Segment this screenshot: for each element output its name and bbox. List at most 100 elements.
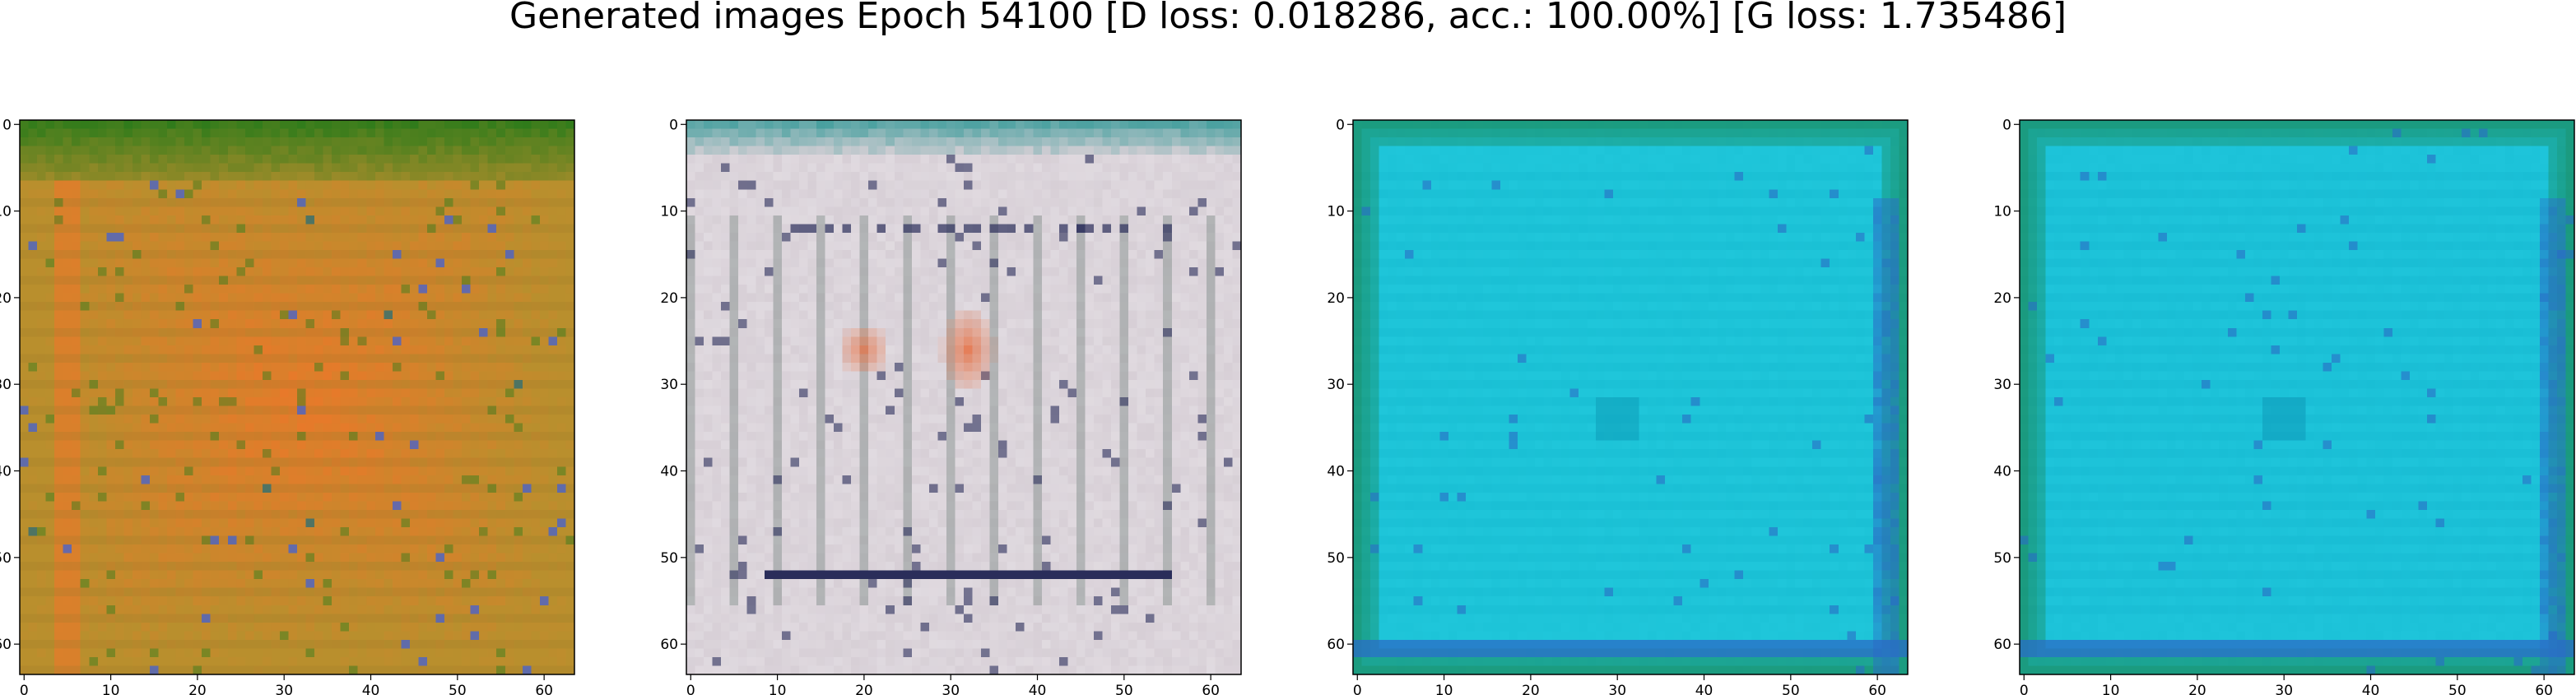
- heatmap-cell: [384, 449, 393, 458]
- heatmap-cell: [479, 198, 488, 207]
- heatmap-cell: [314, 164, 323, 173]
- heatmap-cell: [159, 181, 168, 190]
- heatmap-cell: [150, 146, 159, 155]
- heatmap-cell: [453, 241, 463, 250]
- heatmap-cell: [514, 302, 523, 311]
- heatmap-cell: [366, 371, 375, 380]
- heatmap-cell: [565, 198, 574, 207]
- heatmap-cell: [89, 380, 98, 389]
- heatmap-cell: [193, 311, 202, 320]
- heatmap-cell: [366, 164, 375, 173]
- heatmap-cell: [488, 241, 497, 250]
- heatmap-cell: [89, 146, 98, 155]
- heatmap-cell: [332, 363, 341, 372]
- heatmap-cell: [37, 146, 46, 155]
- heatmap-cell: [46, 397, 55, 406]
- heatmap-cell: [54, 198, 63, 207]
- heatmap-cell: [418, 129, 427, 138]
- heatmap-cell: [20, 259, 29, 268]
- heatmap-cell: [548, 380, 557, 389]
- heatmap-cell: [263, 336, 272, 345]
- heatmap-cell: [418, 449, 427, 458]
- heatmap-cell: [427, 189, 436, 198]
- heatmap-cell: [462, 198, 471, 207]
- heatmap-cell: [384, 267, 393, 276]
- heatmap-cell: [54, 449, 63, 458]
- heatmap-cell: [20, 388, 29, 397]
- heatmap-cell: [514, 241, 523, 250]
- heatmap-cell: [323, 233, 332, 242]
- heatmap-cell: [219, 241, 228, 250]
- heatmap-cell: [418, 302, 427, 311]
- heatmap-cell: [72, 215, 81, 225]
- heatmap-cell: [159, 328, 168, 337]
- heatmap-cell: [20, 129, 29, 138]
- heatmap-cell: [410, 466, 419, 475]
- heatmap-cell: [29, 259, 38, 268]
- heatmap-cell: [46, 406, 55, 415]
- heatmap-cell: [384, 415, 393, 424]
- heatmap-cell: [505, 259, 514, 268]
- heatmap-cell: [288, 336, 297, 345]
- heatmap-cell: [488, 302, 497, 311]
- heatmap-cell: [202, 406, 211, 415]
- heatmap-cell: [565, 137, 574, 146]
- heatmap-cell: [29, 198, 38, 207]
- heatmap-cell: [115, 328, 124, 337]
- heatmap-cell: [384, 466, 393, 475]
- heatmap-cell: [505, 354, 514, 363]
- heatmap-cell: [496, 206, 505, 215]
- heatmap-cell: [488, 345, 497, 354]
- heatmap-cell: [418, 415, 427, 424]
- heatmap-cell: [375, 267, 384, 276]
- heatmap-cell: [98, 449, 107, 458]
- heatmap-cell: [29, 319, 38, 328]
- heatmap-cell: [540, 345, 549, 354]
- heatmap-cell: [462, 371, 471, 380]
- heatmap-cell: [133, 155, 142, 164]
- heatmap-cell: [444, 328, 453, 337]
- heatmap-cell: [20, 458, 29, 467]
- heatmap-cell: [565, 120, 574, 129]
- heatmap-cell: [263, 415, 272, 424]
- heatmap-cell: [349, 415, 358, 424]
- heatmap-cell: [488, 181, 497, 190]
- heatmap-cell: [358, 259, 367, 268]
- heatmap-cell: [202, 380, 211, 389]
- heatmap-cell: [488, 120, 497, 129]
- heatmap-cell: [479, 120, 488, 129]
- heatmap-cell: [46, 129, 55, 138]
- heatmap-cell: [288, 354, 297, 363]
- heatmap-cell: [401, 241, 410, 250]
- heatmap-cell: [496, 215, 505, 225]
- heatmap-cell: [98, 285, 107, 294]
- heatmap-cell: [436, 302, 445, 311]
- heatmap-cell: [410, 267, 419, 276]
- heatmap-cell: [488, 328, 497, 337]
- heatmap-cell: [297, 241, 306, 250]
- heatmap-cell: [236, 294, 245, 303]
- heatmap-cell: [505, 241, 514, 250]
- heatmap-cell: [531, 319, 540, 328]
- heatmap-cell: [479, 276, 488, 285]
- heatmap-cell: [366, 311, 375, 320]
- heatmap-cell: [271, 259, 280, 268]
- heatmap-cell: [488, 415, 497, 424]
- heatmap-cell: [471, 432, 480, 441]
- heatmap-cell: [280, 206, 289, 215]
- heatmap-cell: [159, 458, 168, 467]
- heatmap-cell: [37, 424, 46, 433]
- heatmap-cell: [202, 250, 211, 259]
- heatmap-cell: [488, 259, 497, 268]
- heatmap-cell: [418, 466, 427, 475]
- heatmap-cell: [496, 475, 505, 484]
- heatmap-cell: [453, 267, 463, 276]
- heatmap-cell: [219, 224, 228, 233]
- heatmap-cell: [37, 449, 46, 458]
- heatmap-cell: [133, 345, 142, 354]
- heatmap-cell: [106, 155, 115, 164]
- heatmap-cell: [184, 250, 193, 259]
- heatmap-cell: [54, 137, 63, 146]
- heatmap-cell: [133, 206, 142, 215]
